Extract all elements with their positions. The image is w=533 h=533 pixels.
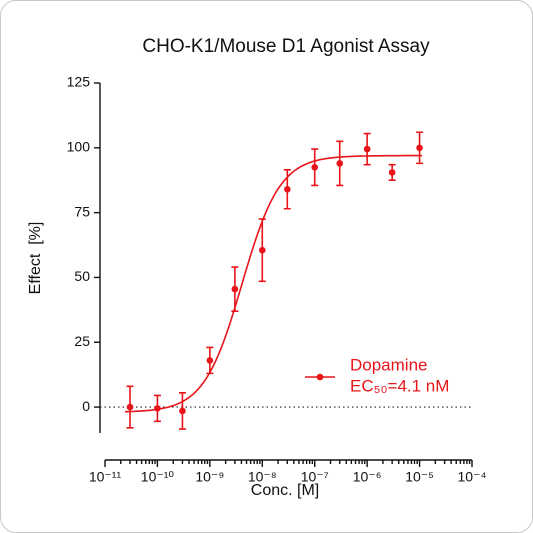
data-point	[336, 160, 344, 167]
x-tick-label: 10⁻⁴	[458, 469, 487, 485]
y-tick-label: 100	[67, 139, 91, 155]
y-axis-label: Effect [%]	[27, 222, 44, 295]
legend-marker	[316, 373, 324, 381]
x-tick-label: 10⁻¹⁰	[141, 469, 175, 485]
data-point	[284, 185, 291, 193]
x-tick-label: 10⁻⁷	[301, 469, 329, 485]
annotation: EC₅₀=4.1 nM	[350, 376, 449, 395]
data-point	[179, 407, 186, 415]
x-tick-label: 10⁻⁵	[405, 469, 434, 485]
data-point	[206, 357, 214, 364]
data-point	[154, 405, 161, 412]
data-point	[311, 163, 319, 171]
data-point	[258, 246, 266, 254]
y-tick-label: 0	[82, 398, 90, 414]
data-point	[363, 145, 371, 153]
chart-title: CHO-K1/Mouse D1 Agonist Assay	[142, 36, 430, 57]
x-tick-label: 10⁻⁸	[248, 469, 277, 485]
data-point	[231, 285, 239, 293]
y-tick-label: 125	[67, 74, 91, 90]
y-tick-label: 75	[74, 203, 90, 219]
x-tick-label: 10⁻¹¹	[89, 469, 122, 485]
y-tick-label: 25	[74, 333, 90, 349]
fit-curve	[125, 154, 422, 413]
x-tick-label: 10⁻⁶	[353, 469, 382, 485]
x-axis-label: Conc. [M]	[251, 482, 319, 499]
legend-label: Dopamine	[350, 355, 428, 374]
data-point	[416, 144, 423, 152]
x-tick-label: 10⁻⁹	[195, 469, 224, 485]
data-point	[126, 403, 134, 411]
y-tick-label: 50	[74, 268, 90, 284]
data-point	[388, 169, 396, 176]
